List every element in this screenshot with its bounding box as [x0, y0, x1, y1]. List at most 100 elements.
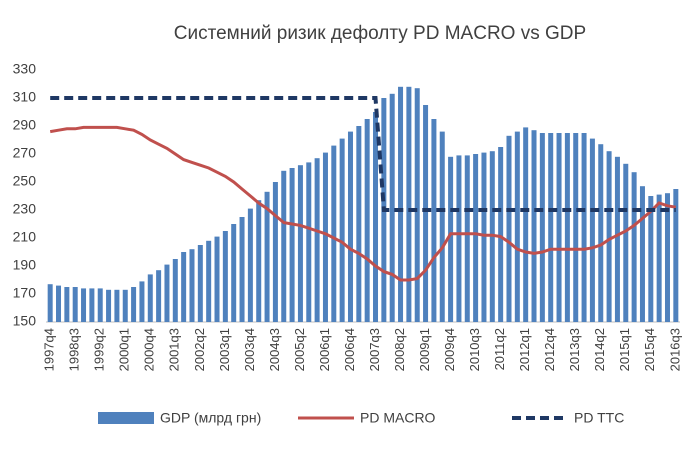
bar	[514, 131, 520, 322]
y-tick-label: 310	[13, 89, 37, 105]
bar	[347, 131, 353, 322]
bar	[264, 191, 270, 322]
legend-label: GDP (млрд грн)	[160, 410, 261, 426]
y-tick-label: 150	[13, 313, 37, 329]
bar	[448, 156, 454, 322]
bar	[398, 86, 404, 322]
bar	[581, 133, 587, 322]
bar	[81, 288, 87, 322]
bar	[523, 127, 529, 323]
bar	[114, 289, 120, 322]
bar	[623, 163, 629, 322]
line	[49, 125, 677, 282]
bar	[97, 288, 103, 322]
bar	[122, 289, 128, 322]
chart-title: Системний ризик дефолту PD MACRO vs GDP	[174, 23, 586, 44]
bar	[89, 288, 95, 322]
bar	[423, 105, 429, 322]
x-tick-label: 2009q4	[442, 328, 457, 371]
bar	[164, 264, 170, 322]
bar	[589, 138, 595, 322]
x-tick-label: 1999q2	[92, 328, 107, 371]
x-tick-label: 2016q3	[667, 328, 682, 371]
bar	[673, 189, 679, 322]
bar	[206, 240, 212, 322]
x-tick-label: 2007q3	[367, 328, 382, 371]
bar	[606, 151, 612, 322]
legend-label: PD MACRO	[360, 410, 436, 426]
bar	[473, 154, 479, 322]
bar	[564, 133, 570, 322]
x-tick-label: 2004q3	[267, 328, 282, 371]
x-tick-label: 2002q2	[192, 328, 207, 371]
bar	[147, 274, 153, 322]
x-tick-label: 2015q4	[642, 328, 657, 371]
bar	[297, 165, 303, 322]
y-tick-label: 270	[13, 145, 37, 161]
x-tick-label: 2015q1	[617, 328, 632, 371]
x-tick-label: 2000q1	[117, 328, 132, 371]
y-tick-label: 330	[13, 61, 37, 77]
bar	[331, 145, 337, 322]
x-tick-label: 2014q2	[592, 328, 607, 371]
legend-swatch	[98, 412, 154, 424]
x-tick-label: 2005q2	[292, 328, 307, 371]
bar	[598, 144, 604, 322]
bar	[548, 133, 554, 322]
bar	[531, 130, 537, 322]
bar	[214, 236, 220, 322]
bar	[406, 86, 412, 322]
bar	[247, 208, 253, 322]
bar	[106, 289, 112, 322]
bar	[56, 285, 62, 322]
bar	[631, 172, 637, 322]
x-tick-label: 2010q3	[467, 328, 482, 371]
x-tick-label: 2000q4	[142, 328, 157, 371]
bar	[364, 119, 370, 322]
x-tick-label: 1997q4	[42, 328, 57, 371]
bar	[181, 252, 187, 322]
dashed-line	[50, 96, 676, 212]
bar	[414, 88, 420, 322]
bar	[431, 119, 437, 322]
bar	[239, 217, 245, 322]
bar	[648, 196, 654, 322]
bar	[222, 231, 228, 322]
y-tick-label: 250	[13, 173, 37, 189]
bar	[373, 112, 379, 322]
bar	[356, 126, 362, 322]
bar	[539, 133, 545, 322]
x-tick-label: 2006q1	[317, 328, 332, 371]
bar	[322, 152, 328, 322]
bar	[231, 224, 237, 322]
x-tick-label: 2001q3	[167, 328, 182, 371]
x-tick-label: 2003q1	[217, 328, 232, 371]
x-tick-label: 2008q2	[392, 328, 407, 371]
y-tick-label: 290	[13, 117, 37, 133]
bar	[189, 249, 195, 322]
bar	[272, 182, 278, 322]
bar	[456, 155, 462, 322]
x-tick-label: 2012q1	[517, 328, 532, 371]
bar	[556, 133, 562, 322]
bar	[314, 158, 320, 322]
y-tick-label: 230	[13, 201, 37, 217]
bar	[156, 270, 162, 322]
bar	[464, 155, 470, 322]
bar	[439, 131, 445, 322]
bar	[506, 135, 512, 322]
bar	[389, 93, 395, 322]
x-tick-label: 2009q1	[417, 328, 432, 371]
bar	[339, 138, 345, 322]
bar	[573, 133, 579, 322]
bar	[172, 259, 178, 322]
bar	[289, 168, 295, 322]
legend-label: PD TTC	[574, 410, 624, 426]
bar	[131, 287, 137, 322]
bar	[481, 152, 487, 322]
bar	[664, 193, 670, 322]
y-tick-label: 170	[13, 285, 37, 301]
bar	[306, 162, 312, 322]
bar	[256, 200, 262, 322]
